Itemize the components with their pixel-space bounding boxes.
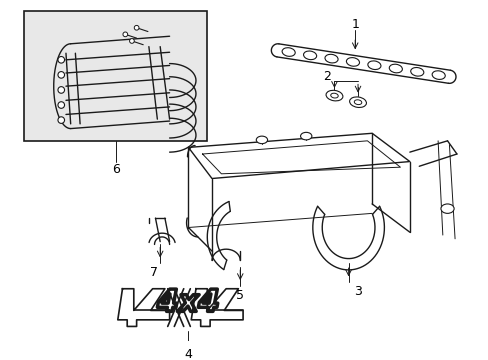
Ellipse shape [410,68,423,76]
Circle shape [58,57,64,63]
Ellipse shape [346,58,359,66]
Bar [23,11,207,141]
Ellipse shape [388,64,402,73]
Text: 5: 5 [236,289,244,302]
Text: 7: 7 [149,266,157,279]
Ellipse shape [325,90,342,101]
Text: 1: 1 [350,18,358,31]
Text: 4: 4 [184,348,192,360]
Text: 4x4: 4x4 [157,288,219,318]
Circle shape [129,39,134,43]
Text: 3: 3 [353,285,361,298]
Ellipse shape [303,51,316,60]
Ellipse shape [440,204,453,213]
Ellipse shape [330,93,338,98]
Text: 2: 2 [323,70,330,83]
Circle shape [58,72,64,78]
Ellipse shape [256,136,267,144]
Circle shape [58,102,64,108]
Ellipse shape [431,71,445,80]
Ellipse shape [367,61,380,69]
Ellipse shape [325,54,337,63]
Ellipse shape [282,48,295,56]
Circle shape [134,26,139,30]
Ellipse shape [300,132,311,140]
Ellipse shape [354,100,361,105]
Circle shape [58,117,64,123]
Ellipse shape [349,97,366,108]
Text: 6: 6 [112,163,120,176]
Circle shape [58,87,64,93]
Circle shape [122,32,127,37]
